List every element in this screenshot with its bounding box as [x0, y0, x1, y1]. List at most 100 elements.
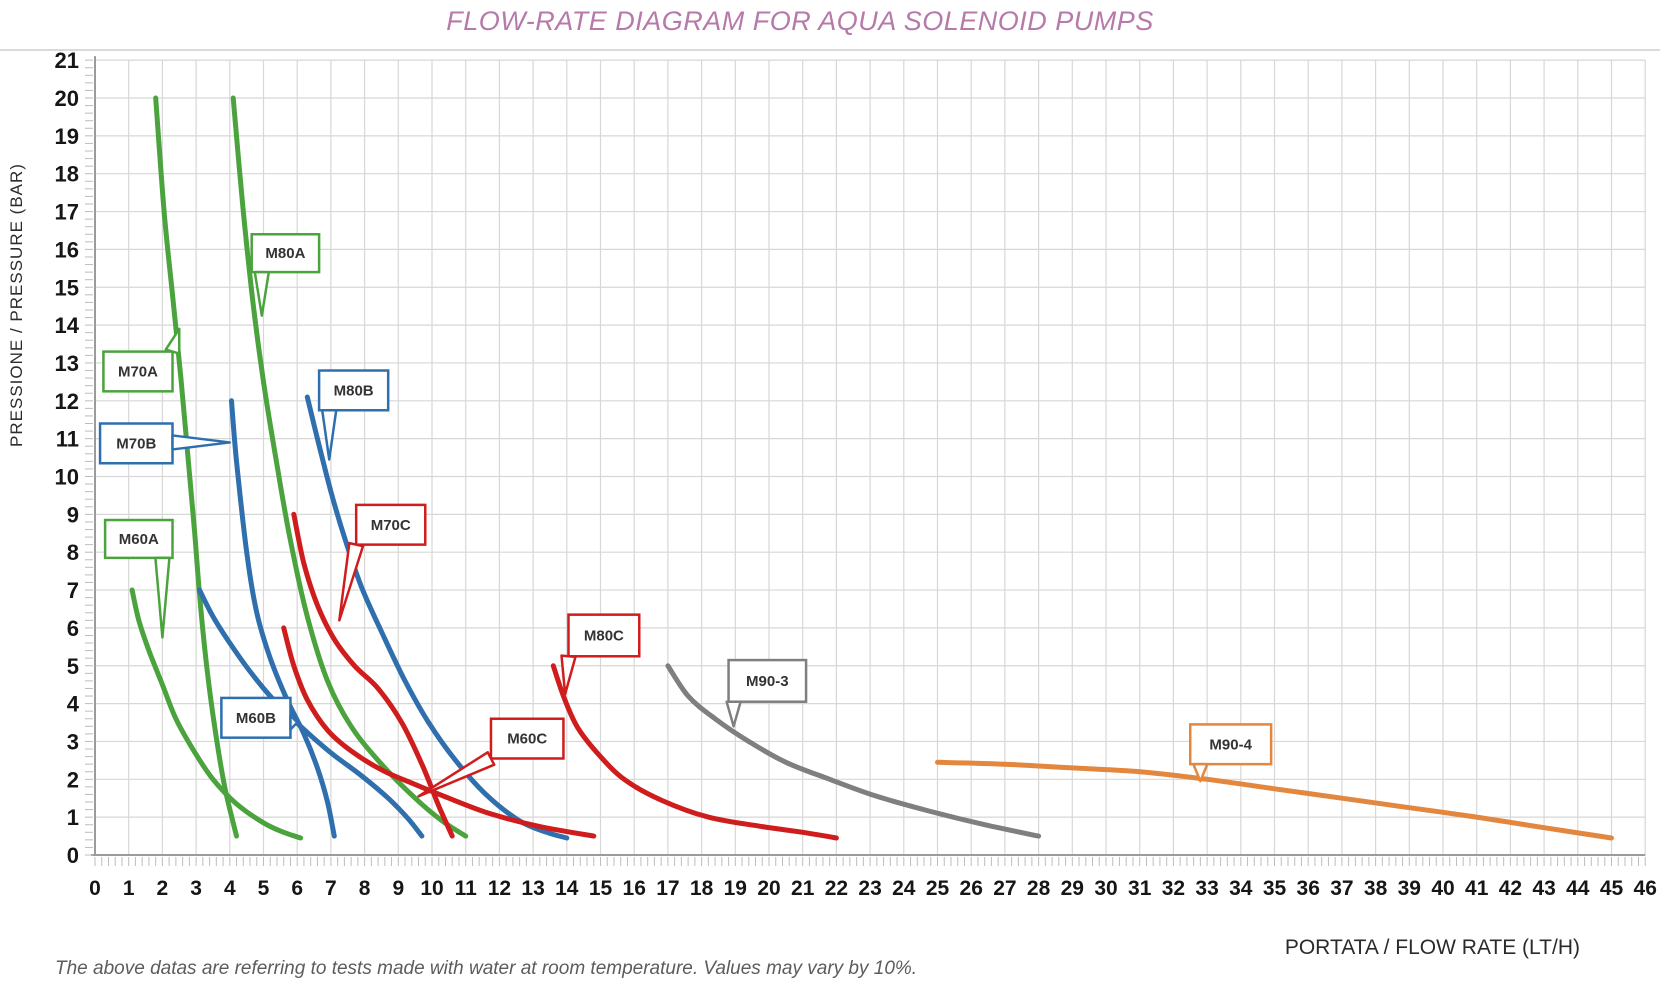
callout-label: M70A	[118, 363, 158, 380]
y-tick-label: 20	[55, 86, 79, 111]
callout-pointer	[253, 270, 271, 317]
callout-pointer	[560, 654, 577, 696]
callout-pointer	[725, 700, 742, 728]
x-tick-label: 18	[690, 877, 714, 900]
callout-label: M60A	[119, 531, 159, 548]
x-tick-label: 45	[1600, 877, 1624, 900]
curve-M80B	[304, 394, 570, 841]
x-tick-label: 29	[1061, 877, 1084, 900]
y-tick-label: 2	[67, 767, 79, 792]
title-divider	[0, 49, 1660, 51]
x-tick-label: 13	[521, 877, 544, 900]
x-tick-label: 38	[1364, 877, 1388, 900]
x-tick-label: 41	[1465, 877, 1489, 900]
x-tick-label: 35	[1263, 877, 1287, 900]
x-tick-label: 30	[1094, 877, 1117, 900]
callout-M60C: M60C	[417, 717, 565, 798]
y-tick-label: 5	[67, 654, 79, 679]
y-tick-label: 4	[67, 692, 80, 717]
callout-box	[103, 518, 174, 560]
y-tick-label: 9	[67, 502, 79, 527]
x-tick-label: 34	[1229, 877, 1253, 900]
x-tick-label: 27	[993, 877, 1016, 900]
x-tick-label: 28	[1027, 877, 1051, 900]
callout-pointer	[154, 556, 171, 639]
y-tick-label: 17	[55, 200, 79, 225]
x-tick-label: 8	[359, 877, 371, 900]
callout-M70C: M70C	[338, 503, 427, 622]
x-tick-label: 15	[589, 877, 613, 900]
callout-box	[489, 717, 565, 760]
x-tick-label: 26	[960, 877, 983, 900]
x-tick-label: 10	[420, 877, 443, 900]
callout-pointer	[164, 327, 181, 355]
y-tick-label: 18	[55, 162, 79, 187]
callout-pointer	[338, 541, 365, 622]
x-tick-label: 23	[858, 877, 881, 900]
callout-pointer	[1192, 762, 1209, 783]
x-tick-label: 2	[157, 877, 169, 900]
curve-layer	[129, 95, 1614, 841]
x-tick-label: 1	[123, 877, 135, 900]
x-tick-label: 12	[488, 877, 511, 900]
x-tick-label: 4	[224, 877, 236, 900]
callout-M80A: M80A	[250, 233, 321, 317]
x-tick-label: 16	[623, 877, 646, 900]
callout-label: M80C	[584, 627, 624, 644]
y-axis-title: PRESSIONE / PRESSURE (BAR)	[7, 163, 26, 447]
callout-pointer	[289, 714, 299, 731]
callout-box	[98, 422, 174, 465]
x-tick-label: 21	[791, 877, 815, 900]
y-tick-label: 11	[56, 427, 79, 452]
x-tick-label: 32	[1162, 877, 1185, 900]
x-tick-label: 20	[757, 877, 780, 900]
y-tick-label: 1	[67, 805, 79, 830]
callout-layer: M70A M70B M60A M80A M80B M70C M60B M60C M80C M90-…	[98, 233, 1273, 798]
x-tick-label: 22	[825, 877, 848, 900]
y-tick-label: 13	[55, 351, 79, 376]
x-tick-label: 9	[392, 877, 404, 900]
x-tick-label: 43	[1532, 877, 1555, 900]
y-tick-label: 6	[67, 616, 79, 641]
y-tick-label: 12	[55, 389, 79, 414]
callout-box	[354, 503, 427, 546]
callout-M60B: M60B	[220, 696, 299, 739]
callout-box	[567, 613, 641, 658]
y-tick-label: 16	[55, 237, 79, 262]
y-tick-label: 3	[67, 729, 79, 754]
callout-M90-4: M90-4	[1189, 723, 1273, 783]
y-tick-label: 15	[55, 275, 79, 300]
x-tick-label: 46	[1634, 877, 1657, 900]
x-tick-label: 5	[258, 877, 270, 900]
curve-M90-4	[935, 759, 1614, 841]
callout-label: M90-4	[1209, 736, 1252, 753]
x-tick-label: 7	[325, 877, 337, 900]
callout-M90-3: M90-3	[725, 658, 808, 728]
callout-box	[317, 369, 390, 412]
x-tick-label: 0	[89, 877, 101, 900]
x-tick-label: 6	[291, 877, 303, 900]
y-tick-label: 8	[67, 540, 79, 565]
axis-layer	[85, 56, 1646, 866]
callout-pointer	[171, 434, 232, 451]
callout-box	[727, 658, 808, 703]
callout-M80C: M80C	[560, 613, 641, 696]
curve-M60A	[129, 587, 304, 841]
callout-label: M90-3	[746, 673, 789, 690]
curve-M90-3	[665, 663, 1042, 839]
y-tick-label: 19	[55, 124, 79, 149]
x-tick-label: 24	[892, 877, 916, 900]
callout-box	[1189, 723, 1273, 766]
chart-title: FLOW-RATE DIAGRAM FOR AQUA SOLENOID PUMP…	[446, 6, 1154, 36]
x-tick-label: 19	[724, 877, 747, 900]
curve-M60C	[281, 625, 597, 839]
callout-M70B: M70B	[98, 422, 232, 465]
x-tick-label: 42	[1499, 877, 1522, 900]
footnote: The above datas are referring to tests m…	[55, 958, 918, 979]
callout-box	[220, 696, 292, 739]
x-tick-label: 40	[1431, 877, 1454, 900]
callout-pointer	[417, 751, 496, 798]
callout-M80B: M80B	[317, 369, 390, 461]
x-axis-title: PORTATA / FLOW RATE (LT/H)	[1284, 936, 1580, 959]
